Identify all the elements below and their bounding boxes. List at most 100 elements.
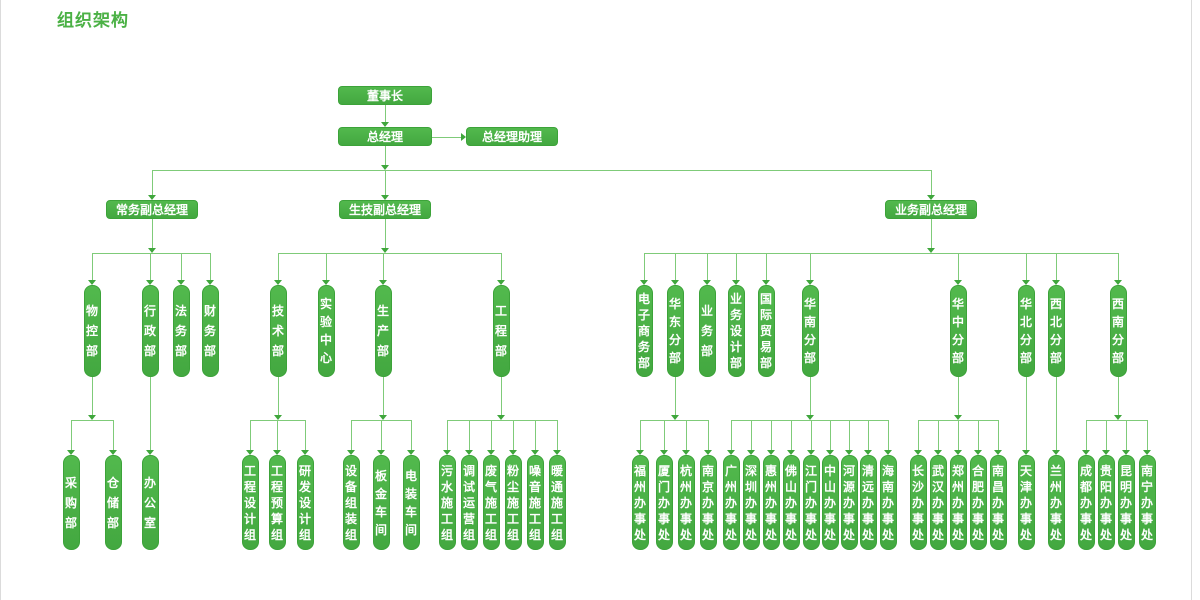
connector-line [810,420,812,450]
department-node: 法务部 [172,285,190,377]
connector-line [151,170,153,195]
connector-line [706,253,708,280]
connector-line [1086,420,1147,421]
connector-line [180,253,182,280]
sub-department-node-label: 南昌办事处 [991,463,1004,542]
sub-department-node: 天津办事处 [1017,455,1035,550]
department-node: 技术部 [269,285,287,377]
arrow-down-icon [379,415,387,420]
arrow-down-icon [246,450,254,455]
sub-department-node: 清远办事处 [859,455,877,550]
sub-department-node: 噪音施工组 [526,455,544,550]
sub-department-node: 中山办事处 [821,455,839,550]
connector-line [917,420,919,450]
connector-line [867,420,869,450]
arrow-down-icon [682,450,690,455]
connector-line [765,253,767,280]
sub-department-node: 粉尘施工组 [504,455,522,550]
connector-line [152,170,931,171]
arrow-down-icon [954,450,962,455]
connector-line [277,377,279,415]
sub-department-node: 南京办事处 [699,455,717,550]
sub-department-node-label: 采购部 [64,475,77,530]
sub-department-node: 江门办事处 [802,455,820,550]
sub-department-node: 仓储部 [104,455,122,550]
sub-department-node-label: 河源办事处 [842,463,855,542]
connector-line [382,377,384,415]
connector-line [325,253,327,280]
connector-line [930,170,932,195]
connector-line [410,420,412,450]
connector-line [887,420,889,450]
arrow-down-icon [747,450,755,455]
connector-line [809,253,811,280]
department-node-label: 工程部 [494,304,507,358]
sub-department-node-label: 长沙办事处 [911,463,924,542]
arrow-down-icon [67,450,75,455]
arrow-down-icon [1052,450,1060,455]
arrow-down-icon [301,450,309,455]
arrow-down-icon [703,280,711,285]
sub-department-node-label: 污水施工组 [440,463,453,542]
sub-department-node-label: 兰州办事处 [1049,463,1062,542]
connector-line [91,377,93,415]
department-node: 国际贸易部 [757,285,775,377]
connector-line [977,420,979,450]
sub-department-node: 昆明办事处 [1117,455,1135,550]
sub-department-node-label: 惠州办事处 [764,463,777,542]
sub-department-node-label: 海南办事处 [881,463,894,542]
arrow-down-icon [322,280,330,285]
connector-line [809,377,811,415]
department-node: 华东分部 [666,285,684,377]
connector-line [685,420,687,450]
department-node-label: 物控部 [85,304,98,358]
arrow-down-icon [148,195,156,200]
sub-department-node-label: 粉尘施工组 [506,463,519,542]
sub-department-node-label: 佛山办事处 [784,463,797,542]
connector-line [276,420,278,450]
sub-department-node-label: 广州办事处 [724,463,737,542]
department-node: 华南分部 [801,285,819,377]
connector-line [490,420,492,450]
department-node: 物控部 [83,285,101,377]
connector-line [534,420,536,450]
sub-department-node: 兰州办事处 [1047,455,1065,550]
arrow-down-icon [845,450,853,455]
arrow-down-icon [381,165,389,170]
connector-line [468,420,470,450]
connector-line [91,253,93,280]
sub-department-node-label: 厦门办事处 [657,463,670,542]
sub-department-node: 河源办事处 [840,455,858,550]
sub-department-node-label: 板金车间 [374,468,387,537]
sub-department-node: 贵阳办事处 [1097,455,1115,550]
department-node-label: 法务部 [174,304,187,358]
arrow-down-icon [884,450,892,455]
connector-line [735,253,737,280]
connector-line [1055,253,1057,280]
arrow-right-icon [461,132,466,141]
arrow-down-icon [109,450,117,455]
arrow-down-icon [381,122,389,127]
connector-line [304,420,306,450]
arrow-down-icon [671,415,679,420]
arrow-down-icon [381,248,389,253]
arrow-down-icon [974,450,982,455]
connector-line [639,420,641,450]
connector-line [674,377,676,415]
connector-line [957,420,959,450]
department-node: 华北分部 [1017,285,1035,377]
sub-department-node: 武汉办事处 [929,455,947,550]
arrow-down-icon [1122,450,1130,455]
arrow-down-icon [934,450,942,455]
arrow-down-icon [1114,415,1122,420]
gm-assistant-node: 总经理助理 [466,127,558,146]
sub-department-node: 板金车间 [372,455,390,550]
arrow-down-icon [954,280,962,285]
arrow-down-icon [273,450,281,455]
sub-department-node: 深圳办事处 [742,455,760,550]
arrow-down-icon [465,450,473,455]
sub-department-node: 设备组装组 [342,455,360,550]
department-node-label: 业务部 [700,304,713,358]
arrow-down-icon [732,280,740,285]
connector-line [384,170,386,195]
